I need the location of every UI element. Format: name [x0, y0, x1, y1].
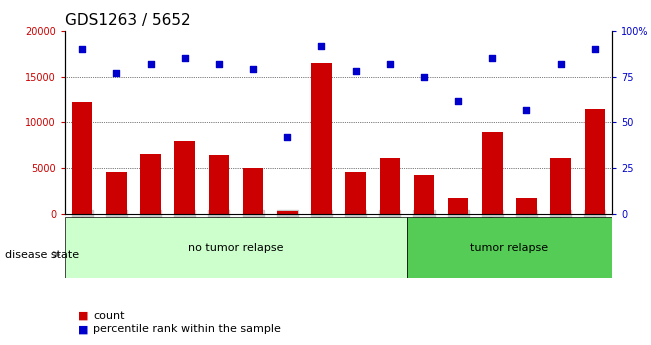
Point	[77, 47, 87, 52]
Point	[248, 67, 258, 72]
Bar	[65, 217, 407, 278]
Text: percentile rank within the sample: percentile rank within the sample	[93, 325, 281, 334]
Text: ■: ■	[78, 311, 89, 321]
Text: count: count	[93, 311, 124, 321]
Bar	[243, 168, 263, 214]
Bar	[407, 217, 612, 278]
Bar	[516, 198, 536, 214]
Bar	[550, 158, 571, 214]
Text: disease state: disease state	[5, 250, 79, 259]
Point	[590, 47, 600, 52]
Point	[111, 70, 122, 76]
Point	[180, 56, 190, 61]
Point	[316, 43, 327, 48]
Bar	[413, 175, 434, 214]
Point	[419, 74, 429, 80]
Point	[145, 61, 156, 67]
Bar	[380, 158, 400, 214]
Bar	[448, 198, 468, 214]
Bar	[585, 109, 605, 214]
Point	[350, 69, 361, 74]
Text: GDS1263 / 5652: GDS1263 / 5652	[65, 13, 191, 29]
Point	[521, 107, 532, 112]
Bar	[208, 155, 229, 214]
Point	[282, 134, 292, 140]
Point	[385, 61, 395, 67]
Bar	[277, 211, 298, 214]
Text: tumor relapse: tumor relapse	[470, 243, 549, 253]
Bar	[140, 155, 161, 214]
Point	[453, 98, 464, 103]
Bar	[72, 102, 92, 214]
Bar	[482, 132, 503, 214]
Bar	[311, 63, 331, 214]
Point	[214, 61, 224, 67]
Point	[487, 56, 497, 61]
Bar	[106, 172, 126, 214]
Text: ■: ■	[78, 325, 89, 334]
Text: no tumor relapse: no tumor relapse	[188, 243, 284, 253]
Bar	[345, 172, 366, 214]
Point	[555, 61, 566, 67]
Bar	[174, 141, 195, 214]
